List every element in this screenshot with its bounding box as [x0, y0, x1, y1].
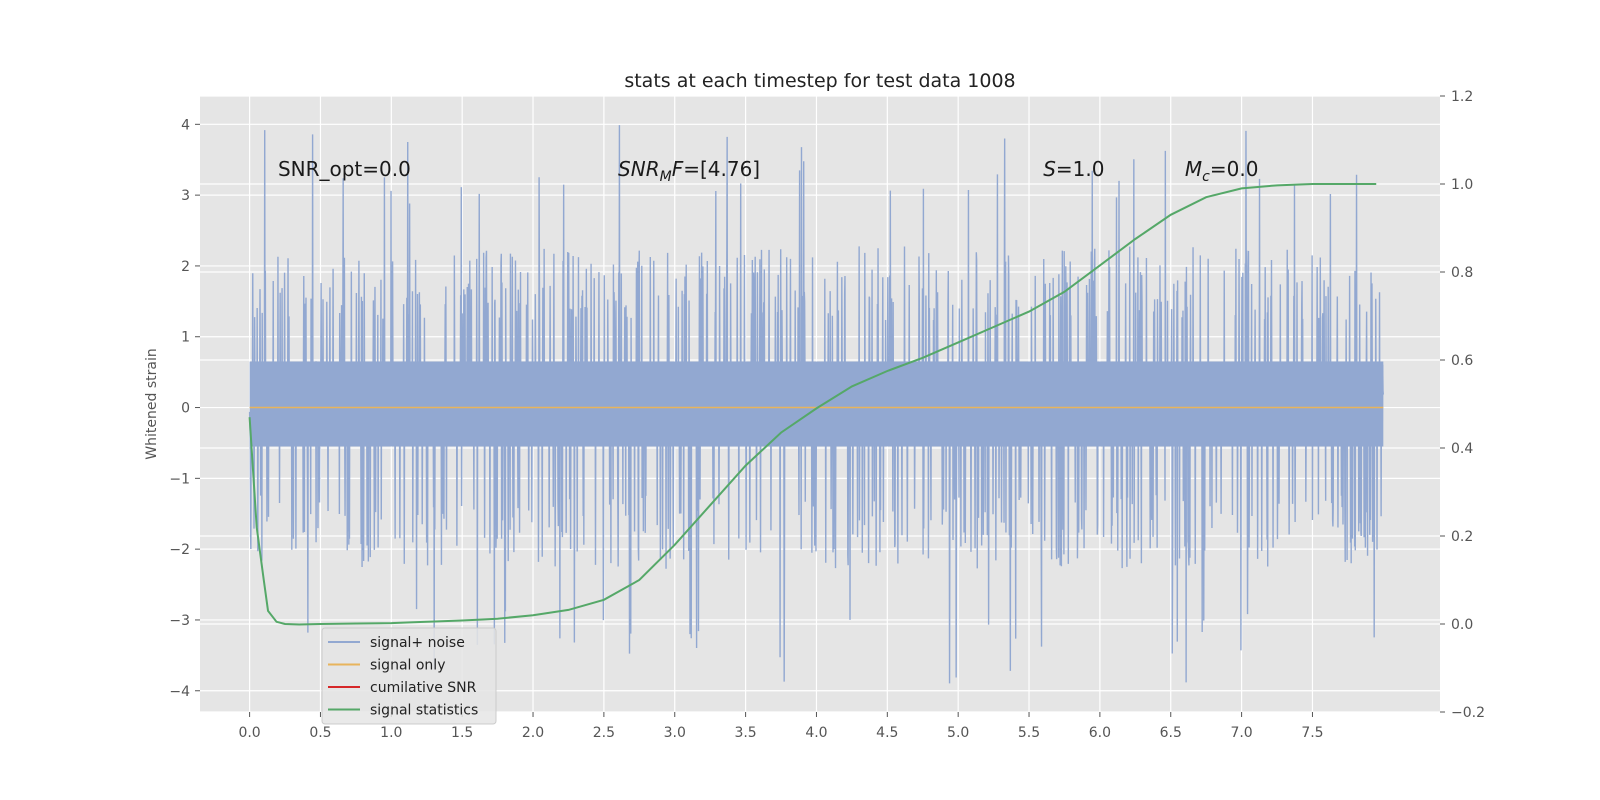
chart-title: stats at each timestep for test data 100… [624, 70, 1015, 92]
y2-axis: 1.2 1.0 0.8 0.6 0.4 0.2 0.0 −0.2 [1440, 89, 1485, 721]
x-tick-label: 3.5 [734, 725, 756, 741]
annotation-snr-mf: SNRMF=[4.76] [618, 157, 760, 185]
annotation-part: =0.0 [1210, 157, 1259, 181]
x-tick-label: 7.5 [1301, 725, 1323, 741]
annotation-part: =[4.76] [683, 157, 760, 181]
series-layer [248, 125, 1385, 684]
series-line-3 [248, 183, 1377, 626]
y2-tick-label: −0.2 [1451, 705, 1485, 721]
y-tick-label: 1 [181, 330, 190, 346]
annotation-part: F [672, 157, 684, 181]
y2-tick-label: 0.2 [1451, 529, 1473, 545]
y2-tick-label: 1.0 [1451, 177, 1473, 193]
y2-tick-label: 1.2 [1451, 89, 1473, 105]
x-tick-label: 2.0 [522, 725, 544, 741]
legend-label: cumilative SNR [370, 680, 477, 696]
y2-tick-label: 0.4 [1451, 441, 1473, 457]
legend-label: signal+ noise [370, 635, 465, 651]
x-tick-label: 1.0 [380, 725, 402, 741]
annotation-part: S [1043, 157, 1056, 181]
annotation-s-value: S=1.0 [1043, 157, 1104, 181]
y-tick-label: −1 [169, 471, 190, 487]
legend-label: signal only [370, 658, 445, 674]
y2-tick-label: 0.6 [1451, 353, 1473, 369]
annotation-part: M [660, 169, 672, 185]
annotation-part: =1.0 [1056, 157, 1105, 181]
annotations: SNR_opt=0.0 SNRMF=[4.76] S=1.0 Mc=0.0 [278, 157, 1259, 185]
x-tick-label: 2.5 [593, 725, 615, 741]
x-tick-label: 6.0 [1089, 725, 1111, 741]
annotation-part: SNR_opt=0.0 [278, 157, 411, 181]
legend-label: signal statistics [370, 703, 478, 719]
annotation-part: M [1185, 157, 1202, 181]
y-axis-label: Whitened strain [144, 348, 160, 459]
y2-tick-label: 0.0 [1451, 617, 1473, 633]
annotation-part: c [1202, 169, 1210, 185]
x-tick-label: 0.5 [309, 725, 331, 741]
legend-box [321, 627, 497, 725]
y-tick-label: 0 [181, 401, 190, 417]
x-tick-label: 5.5 [1018, 725, 1040, 741]
x-tick-label: 6.5 [1160, 725, 1182, 741]
y2-tick-label: 0.8 [1451, 265, 1473, 281]
annotation-snr-opt: SNR_opt=0.0 [278, 157, 411, 181]
series-band-signal-noise [249, 361, 1384, 447]
x-tick-label: 0.0 [238, 725, 260, 741]
x-tick-label: 3.0 [664, 725, 686, 741]
y-tick-label: −4 [169, 684, 190, 700]
x-tick-label: 7.0 [1230, 725, 1252, 741]
y-tick-label: −2 [169, 542, 190, 558]
y-tick-label: 4 [181, 117, 190, 133]
y-axis: 4 3 2 1 0 −1 −2 −3 −4 [169, 117, 200, 700]
y-tick-label: 2 [181, 259, 190, 275]
x-tick-label: 1.5 [451, 725, 473, 741]
x-tick-label: 4.5 [876, 725, 898, 741]
x-axis: 0.0 0.5 1.0 1.5 2.0 2.5 3.0 3.5 4.0 4.5 5.0 5.5 6.0 6… [238, 712, 1324, 741]
y-tick-label: 3 [181, 188, 190, 204]
x-tick-label: 5.0 [947, 725, 969, 741]
annotation-mc-value: Mc=0.0 [1185, 157, 1259, 185]
annotation-part: SNR [618, 157, 660, 181]
y-tick-label: −3 [169, 613, 190, 629]
legend: signal+ noise signal only cumilative SNR si… [321, 627, 497, 725]
x-tick-label: 4.0 [805, 725, 827, 741]
